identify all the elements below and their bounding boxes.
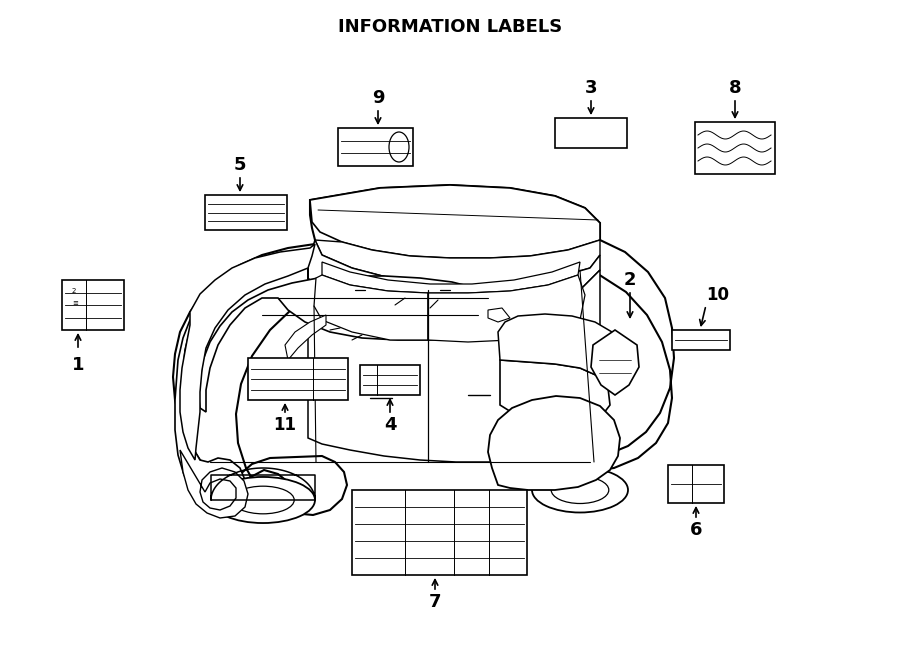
Text: 7: 7	[428, 593, 441, 611]
Polygon shape	[500, 360, 610, 428]
Bar	[695, 122, 775, 174]
Polygon shape	[315, 240, 600, 286]
Polygon shape	[488, 308, 510, 322]
Text: 2: 2	[624, 271, 636, 289]
Ellipse shape	[211, 477, 315, 523]
Polygon shape	[198, 276, 500, 412]
Text: 1: 1	[72, 356, 85, 374]
Polygon shape	[175, 313, 245, 505]
Bar	[62, 280, 124, 330]
Bar	[338, 128, 413, 166]
Text: 4: 4	[383, 416, 396, 434]
Text: 11: 11	[274, 416, 296, 434]
Bar	[248, 358, 348, 400]
Polygon shape	[173, 185, 674, 519]
Bar	[555, 118, 627, 148]
Polygon shape	[308, 262, 600, 462]
Ellipse shape	[551, 477, 608, 504]
Polygon shape	[180, 244, 315, 460]
Ellipse shape	[532, 467, 628, 512]
Bar	[352, 490, 527, 575]
Polygon shape	[285, 315, 326, 360]
Polygon shape	[488, 396, 620, 490]
Bar	[672, 330, 730, 350]
Text: 2: 2	[72, 288, 76, 294]
Polygon shape	[314, 275, 428, 340]
Text: INFORMATION LABELS: INFORMATION LABELS	[338, 18, 562, 36]
Bar	[205, 195, 287, 230]
Bar	[360, 365, 420, 395]
Polygon shape	[591, 330, 639, 395]
Polygon shape	[428, 275, 585, 342]
Ellipse shape	[232, 486, 294, 514]
Polygon shape	[180, 450, 248, 518]
Text: 10: 10	[706, 286, 730, 304]
Text: 8: 8	[729, 79, 742, 97]
Polygon shape	[322, 262, 580, 293]
Text: 5: 5	[234, 156, 247, 174]
Bar	[668, 465, 724, 503]
Polygon shape	[308, 240, 600, 322]
Ellipse shape	[389, 132, 409, 162]
Text: 6: 6	[689, 521, 702, 539]
Text: 3: 3	[585, 79, 598, 97]
Polygon shape	[310, 185, 600, 258]
Text: ≡: ≡	[72, 300, 78, 306]
Text: 9: 9	[372, 89, 384, 107]
Polygon shape	[498, 314, 625, 388]
